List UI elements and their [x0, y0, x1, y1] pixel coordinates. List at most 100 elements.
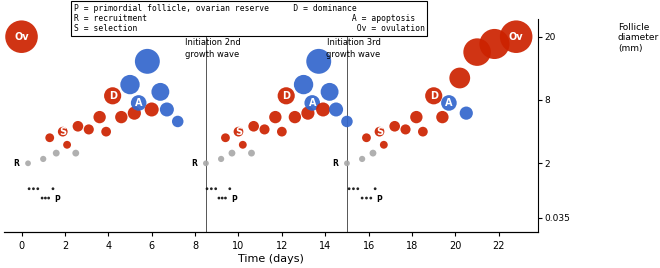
Text: S: S	[376, 127, 383, 137]
Point	[94, 115, 105, 119]
Text: P: P	[54, 195, 60, 204]
Point	[444, 101, 454, 105]
Point	[357, 157, 368, 161]
Text: Ov: Ov	[15, 32, 29, 42]
Point	[224, 187, 235, 191]
Point	[418, 129, 428, 134]
Point	[147, 107, 157, 112]
Text: D: D	[282, 91, 290, 101]
Point	[206, 187, 216, 191]
Point	[368, 151, 378, 155]
Point	[303, 111, 313, 115]
Point	[40, 196, 51, 200]
Point	[352, 187, 363, 191]
Point	[162, 107, 172, 112]
Text: S: S	[235, 127, 242, 137]
Point	[370, 187, 380, 191]
Point	[211, 187, 221, 191]
Point	[366, 196, 376, 200]
Point	[214, 196, 224, 200]
Point	[324, 90, 335, 94]
Point	[281, 94, 292, 98]
Point	[217, 196, 228, 200]
Y-axis label: Follicle
diameter
(mm): Follicle diameter (mm)	[618, 23, 659, 53]
Point	[342, 119, 352, 124]
Text: Initiation 3rd
growth wave: Initiation 3rd growth wave	[326, 38, 381, 58]
Point	[22, 161, 33, 165]
Point	[428, 94, 439, 98]
Point	[73, 124, 83, 128]
Point	[125, 83, 135, 87]
Point	[307, 101, 317, 105]
Point	[472, 50, 482, 54]
Point	[290, 115, 300, 119]
Text: P = primordial follicle, ovarian reserve     D = dominance
R = recruitment      : P = primordial follicle, ovarian reserve…	[73, 4, 424, 34]
Point	[342, 161, 352, 165]
Point	[16, 35, 27, 39]
Point	[374, 129, 385, 134]
Point	[24, 187, 34, 191]
Point	[511, 35, 521, 39]
Point	[411, 115, 422, 119]
Point	[318, 107, 329, 112]
Point	[461, 111, 471, 115]
Point	[28, 187, 39, 191]
Text: Initiation 2nd
growth wave: Initiation 2nd growth wave	[185, 38, 240, 58]
Point	[344, 187, 354, 191]
Point	[172, 119, 183, 124]
Point	[361, 136, 372, 140]
Text: P: P	[231, 195, 237, 204]
Point	[38, 157, 48, 161]
Point	[216, 157, 226, 161]
Text: A: A	[308, 98, 316, 108]
Point	[361, 196, 372, 200]
Point	[62, 143, 73, 147]
Text: A: A	[135, 98, 143, 108]
Point	[57, 129, 68, 134]
Text: R: R	[13, 159, 19, 168]
Point	[201, 161, 211, 165]
Text: R: R	[191, 159, 197, 168]
Point	[220, 136, 231, 140]
Point	[142, 59, 152, 64]
Point	[348, 187, 359, 191]
Point	[44, 136, 55, 140]
Point	[155, 90, 166, 94]
Point	[331, 107, 341, 112]
Point	[220, 196, 231, 200]
Point	[101, 129, 112, 134]
Point	[51, 151, 61, 155]
Point	[379, 143, 389, 147]
Text: S: S	[59, 127, 66, 137]
Point	[259, 127, 270, 132]
Point	[37, 196, 48, 200]
Point	[357, 196, 368, 200]
Point	[455, 76, 465, 80]
Point	[298, 83, 309, 87]
Point	[389, 124, 400, 128]
Point	[277, 129, 287, 134]
Point	[314, 59, 324, 64]
Point	[270, 115, 280, 119]
Text: P: P	[376, 195, 382, 204]
Point	[133, 101, 144, 105]
Point	[400, 127, 411, 132]
Point	[32, 187, 43, 191]
Point	[108, 94, 118, 98]
Point	[233, 129, 244, 134]
Point	[226, 151, 237, 155]
Point	[202, 187, 213, 191]
Text: D: D	[430, 91, 438, 101]
Point	[116, 115, 127, 119]
Point	[248, 124, 259, 128]
Point	[246, 151, 257, 155]
Text: R: R	[333, 159, 339, 168]
X-axis label: Time (days): Time (days)	[238, 254, 304, 264]
Text: A: A	[445, 98, 453, 108]
Point	[71, 151, 81, 155]
Point	[238, 143, 248, 147]
Point	[48, 187, 58, 191]
Text: D: D	[109, 91, 117, 101]
Point	[44, 196, 54, 200]
Point	[129, 111, 140, 115]
